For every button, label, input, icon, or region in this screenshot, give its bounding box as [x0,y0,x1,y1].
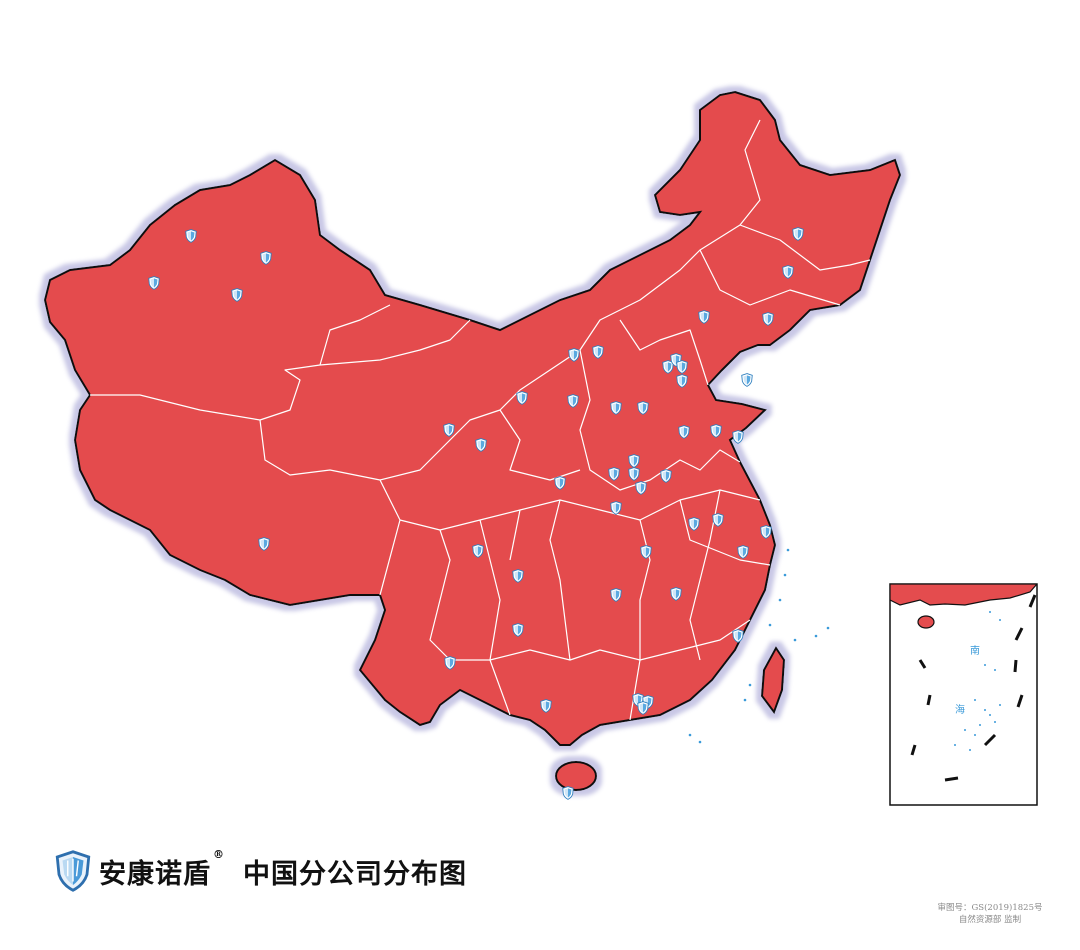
coastal-islands [688,548,830,744]
shield-icon [732,430,744,444]
south-china-sea-inset [889,583,1038,806]
registered-mark: ® [213,847,225,861]
approval-issuer: 自然资源部 监制 [958,915,1022,925]
inset-label-south: 南 [970,646,980,657]
map-title-block: 安康诺盾® 中国分公司分布图 [55,847,467,892]
map-title: 中国分公司分布图 [243,858,467,890]
hainan [555,761,597,791]
province-borders [90,119,871,721]
shield-logo-icon [55,850,91,892]
approval-number: 审图号：GS(2019)1825号 [937,903,1043,913]
shield-icon [562,786,574,800]
inset-label-sea: 海 [955,705,965,716]
map-approval: 审图号：GS(2019)1825号 自然资源部 监制 [935,902,1045,926]
shield-icon [741,373,753,387]
taiwan [760,646,786,715]
china-outline [43,90,902,746]
brand-name: 安康诺盾® [99,847,225,890]
